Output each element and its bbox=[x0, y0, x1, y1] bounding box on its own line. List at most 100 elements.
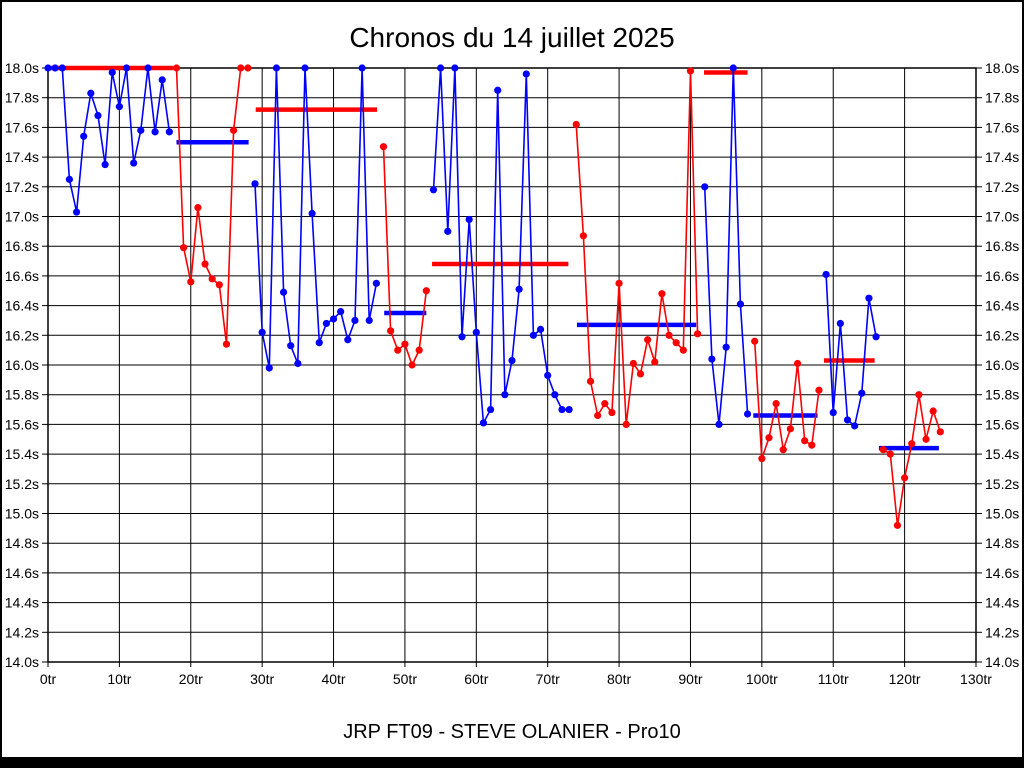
lap-dot-stint-4 bbox=[415, 346, 423, 354]
lap-dot-stint-3 bbox=[365, 316, 373, 325]
lap-dot-stint-9 bbox=[836, 319, 844, 328]
lap-dot-stint-10 bbox=[922, 435, 930, 443]
lap-dot-stint-6 bbox=[601, 400, 609, 408]
y-axis-tick-label-left: 15.6s bbox=[5, 416, 39, 432]
lap-dot-stint-1 bbox=[94, 111, 102, 120]
lap-dot-stint-8 bbox=[765, 434, 773, 442]
y-axis-tick-label-right: 14.2s bbox=[985, 624, 1019, 640]
lap-dot-stint-1 bbox=[158, 76, 166, 84]
y-axis-tick-label-left: 17.4s bbox=[5, 149, 39, 165]
lap-dot-stint-1 bbox=[44, 64, 52, 72]
lap-dot-stint-1 bbox=[58, 64, 66, 72]
y-axis-tick-label-right: 16.6s bbox=[985, 268, 1019, 284]
lap-dot-stint-8 bbox=[801, 437, 809, 445]
lap-dot-stint-5 bbox=[558, 405, 566, 414]
lap-dot-stint-7 bbox=[701, 183, 709, 191]
y-axis-tick-label-left: 15.2s bbox=[5, 476, 39, 492]
x-axis-tick-label: 30tr bbox=[250, 671, 274, 687]
lap-dot-stint-2 bbox=[187, 278, 195, 286]
lap-dot-stint-3 bbox=[265, 364, 273, 372]
lap-dot-stint-9 bbox=[851, 422, 859, 430]
y-axis-tick-label-left: 14.6s bbox=[5, 565, 39, 581]
lap-dot-stint-9 bbox=[843, 416, 852, 424]
lap-dot-stint-9 bbox=[829, 408, 837, 417]
lap-dot-stint-4 bbox=[394, 346, 402, 354]
lap-dot-stint-6 bbox=[665, 331, 673, 339]
x-axis-tick-label: 50tr bbox=[393, 671, 417, 687]
lap-dot-stint-10 bbox=[929, 407, 937, 415]
lap-dot-stint-5 bbox=[444, 227, 452, 235]
lap-dot-stint-5 bbox=[551, 391, 559, 399]
x-axis-tick-label: 100tr bbox=[746, 671, 778, 687]
lap-dot-stint-8 bbox=[779, 446, 787, 454]
y-axis-tick-label-left: 16.0s bbox=[5, 357, 39, 373]
lap-dot-stint-6 bbox=[629, 359, 637, 368]
x-axis-tick-label: 0tr bbox=[40, 671, 57, 687]
lap-dot-stint-3 bbox=[372, 279, 380, 287]
y-axis-tick-label-left: 16.2s bbox=[5, 327, 39, 343]
lap-dot-stint-1 bbox=[101, 160, 109, 169]
y-axis-tick-label-right: 17.8s bbox=[985, 90, 1019, 106]
lap-dot-stint-2 bbox=[208, 275, 216, 283]
lap-series-stint-9 bbox=[825, 274, 877, 428]
lap-dot-stint-2 bbox=[237, 64, 245, 72]
lap-dot-stint-3 bbox=[322, 319, 330, 328]
y-axis-tick-label-right: 15.8s bbox=[985, 387, 1019, 403]
lap-dot-stint-2 bbox=[215, 281, 223, 289]
lap-dot-stint-2 bbox=[180, 244, 188, 252]
x-axis-tick-label: 70tr bbox=[536, 671, 560, 687]
y-axis-tick-label-left: 14.0s bbox=[5, 654, 39, 670]
y-axis-tick-label-right: 14.0s bbox=[985, 654, 1019, 670]
lap-dot-stint-3 bbox=[351, 316, 359, 325]
lap-dot-stint-3 bbox=[251, 180, 259, 188]
lap-dot-stint-3 bbox=[308, 209, 316, 218]
y-axis-tick-label-right: 15.2s bbox=[985, 476, 1019, 492]
lap-dot-stint-3 bbox=[272, 64, 281, 72]
chart-footer: JRP FT09 - STEVE OLANIER - Pro10 bbox=[343, 721, 681, 743]
lap-dot-stint-7 bbox=[729, 64, 737, 72]
lap-dot-stint-2 bbox=[230, 126, 238, 134]
lap-dot-stint-3 bbox=[258, 328, 266, 336]
x-axis-tick-label: 60tr bbox=[464, 671, 488, 687]
lap-dot-stint-7 bbox=[736, 300, 745, 308]
y-axis-tick-label-right: 16.0s bbox=[985, 357, 1019, 373]
x-axis-tick-label: 130tr bbox=[960, 671, 992, 687]
lap-dot-stint-8 bbox=[815, 386, 823, 394]
y-axis-tick-label-left: 16.6s bbox=[5, 268, 39, 284]
lap-dot-stint-1 bbox=[80, 132, 88, 140]
lap-dot-stint-8 bbox=[808, 441, 816, 449]
lap-dot-stint-1 bbox=[144, 64, 152, 72]
lap-dot-stint-10 bbox=[886, 450, 894, 458]
x-axis-tick-label: 40tr bbox=[321, 671, 345, 687]
lap-dot-stint-2 bbox=[194, 203, 202, 212]
lap-dot-stint-2 bbox=[222, 340, 231, 348]
lap-dot-stint-10 bbox=[915, 391, 923, 399]
y-axis-tick-label-left: 17.0s bbox=[5, 209, 39, 225]
lap-dot-stint-3 bbox=[337, 307, 345, 316]
x-axis-tick-label: 10tr bbox=[107, 671, 131, 687]
y-axis-tick-label-left: 17.6s bbox=[5, 119, 39, 135]
y-axis-tick-label-left: 16.4s bbox=[5, 298, 39, 314]
lap-series-stint-1 bbox=[48, 67, 171, 213]
y-axis-tick-label-left: 14.8s bbox=[5, 535, 39, 551]
y-axis-tick-label-left: 17.2s bbox=[5, 179, 39, 195]
lap-dot-stint-3 bbox=[315, 339, 323, 347]
lap-dot-stint-1 bbox=[108, 68, 116, 77]
lap-dot-stint-8 bbox=[758, 454, 766, 463]
y-axis-tick-label-right: 14.8s bbox=[985, 535, 1019, 551]
lap-dot-stint-6 bbox=[658, 290, 666, 298]
y-axis-tick-label-right: 17.6s bbox=[985, 119, 1019, 135]
lap-dot-stint-8 bbox=[751, 337, 759, 345]
lap-dot-stint-4 bbox=[379, 143, 388, 151]
lap-dot-stint-6 bbox=[636, 370, 645, 378]
x-axis-tick-label: 120tr bbox=[889, 671, 921, 687]
lap-dot-stint-5 bbox=[458, 333, 466, 341]
lap-dot-stint-1 bbox=[151, 128, 159, 136]
lap-dot-stint-1 bbox=[65, 175, 74, 183]
lap-dot-stint-6 bbox=[651, 358, 659, 366]
lap-dot-stint-5 bbox=[508, 356, 516, 365]
y-axis-tick-label-right: 14.6s bbox=[985, 565, 1019, 581]
lap-dot-stint-8 bbox=[772, 400, 780, 408]
y-axis-tick-label-left: 16.8s bbox=[5, 238, 39, 254]
lap-dot-stint-1 bbox=[72, 208, 81, 216]
